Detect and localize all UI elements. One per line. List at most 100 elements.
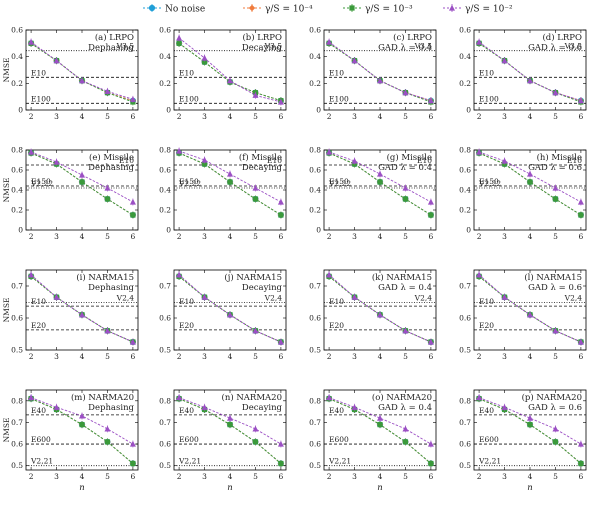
reference-label: E150: [31, 177, 51, 186]
data-point: [252, 196, 259, 202]
x-tick-label: 4: [378, 232, 383, 241]
data-point: [476, 271, 483, 278]
y-tick-label: 0.7: [159, 418, 171, 427]
reference-label: E600: [479, 435, 499, 444]
data-point: [176, 40, 182, 46]
x-axis-label: n: [79, 483, 84, 493]
y-tick-label: 0.4: [11, 186, 23, 195]
x-tick-label: 2: [29, 472, 34, 481]
reference-label: E20: [329, 321, 344, 330]
series-line: [178, 42, 282, 102]
x-tick-label: 3: [202, 232, 207, 241]
data-point: [104, 439, 111, 445]
x-tick-label: 5: [253, 112, 258, 121]
plot-frame: [25, 29, 139, 111]
data-point: [527, 421, 533, 428]
y-tick-label: 0.6: [159, 26, 171, 35]
y-tick-label: 0.8: [309, 146, 321, 155]
x-tick-label: 6: [279, 232, 284, 241]
data-point: [578, 212, 584, 218]
x-tick-label: 4: [228, 472, 233, 481]
x-tick-label: 3: [502, 352, 507, 361]
data-point: [527, 179, 533, 185]
series-line: [178, 397, 282, 445]
data-point: [104, 88, 111, 94]
x-tick-label: 2: [29, 112, 34, 121]
x-tick-label: 4: [80, 352, 85, 361]
x-tick-label: 6: [579, 472, 584, 481]
x-tick-label: 6: [429, 232, 434, 241]
x-tick-label: 4: [228, 352, 233, 361]
x-tick-label: 2: [177, 112, 182, 121]
x-tick-label: 6: [131, 472, 136, 481]
y-tick-label: 0.7: [11, 282, 23, 291]
y-tick-label: 0.6: [309, 166, 321, 175]
data-point: [28, 38, 35, 45]
y-tick-label: 0.5: [459, 346, 471, 355]
data-point: [252, 327, 259, 334]
y-tick-label: 0.7: [459, 418, 471, 427]
data-point: [252, 439, 259, 445]
data-point: [527, 77, 533, 84]
reference-label: E20: [179, 321, 194, 330]
y-tick-label: 0.8: [159, 396, 171, 405]
panel-title: (i) NARMA15: [76, 272, 134, 283]
data-point: [402, 184, 409, 191]
x-tick-label: 4: [378, 472, 383, 481]
reference-label: V2,4: [414, 294, 433, 303]
legend-marker: [449, 4, 455, 11]
y-tick-label: 0.4: [309, 52, 321, 61]
data-point: [53, 404, 60, 410]
data-point: [201, 54, 208, 61]
reference-label: V2,22: [328, 179, 351, 188]
panel-title: (d) LRPO: [542, 32, 582, 43]
y-tick-label: 0.6: [459, 26, 471, 35]
y-tick-label: 0: [316, 106, 321, 115]
reference-label: E10: [567, 156, 582, 165]
x-axis-label: n: [377, 483, 382, 493]
data-point: [552, 327, 559, 334]
series-line: [328, 152, 432, 216]
y-tick-label: 0.5: [11, 461, 23, 470]
plot-frame: [323, 149, 437, 231]
reference-label: V2,22: [30, 179, 53, 188]
y-tick-label: 0.2: [309, 79, 321, 88]
panel-title: (n) NARMA20: [222, 392, 282, 403]
x-tick-label: 6: [579, 112, 584, 121]
data-point: [53, 294, 60, 300]
series-line: [178, 152, 282, 216]
y-tick-label: 0.5: [159, 346, 171, 355]
y-tick-label: 0.7: [309, 282, 321, 291]
x-tick-label: 6: [429, 352, 434, 361]
y-tick-label: 0: [18, 106, 23, 115]
data-point: [527, 414, 533, 421]
reference-label: V2,21: [478, 457, 501, 466]
reference-label: E600: [31, 435, 51, 444]
y-axis-label: NMSE: [2, 418, 11, 443]
panel-title: (h) Missile: [537, 152, 582, 163]
x-tick-label: 2: [327, 112, 332, 121]
reference-label: E10: [179, 297, 194, 306]
data-point: [28, 394, 35, 401]
panel-title: GAD λ = 0.4: [378, 43, 432, 53]
data-point: [351, 294, 358, 300]
panel-n: 2 3 4 5 6 0.5 0.6 0.7 0.8 E40 E600 V2,21 (n) NARMA20…: [159, 389, 287, 493]
y-tick-label: 0.7: [11, 418, 23, 427]
x-tick-label: 2: [477, 472, 482, 481]
panel-b: 2 3 4 5 6 0 0.2 0.4 0.6 V3,5 E10 E100 (b) LRPODecayi…: [159, 26, 287, 121]
y-tick-label: 0.6: [459, 440, 471, 449]
reference-label: E20: [479, 321, 494, 330]
data-point: [428, 460, 434, 467]
data-point: [201, 59, 208, 65]
panel-p: 2 3 4 5 6 0.5 0.6 0.7 0.8 E40 E600 V2,21 (p) NARMA20…: [459, 389, 587, 493]
reference-label: E20: [31, 321, 46, 330]
data-point: [79, 77, 85, 84]
x-tick-label: 5: [553, 472, 558, 481]
y-tick-label: 0.7: [159, 282, 171, 291]
y-tick-label: 0.5: [11, 346, 23, 355]
data-point: [402, 196, 409, 202]
plot-frame: [473, 389, 587, 471]
data-point: [53, 158, 60, 165]
series-line: [30, 152, 134, 216]
